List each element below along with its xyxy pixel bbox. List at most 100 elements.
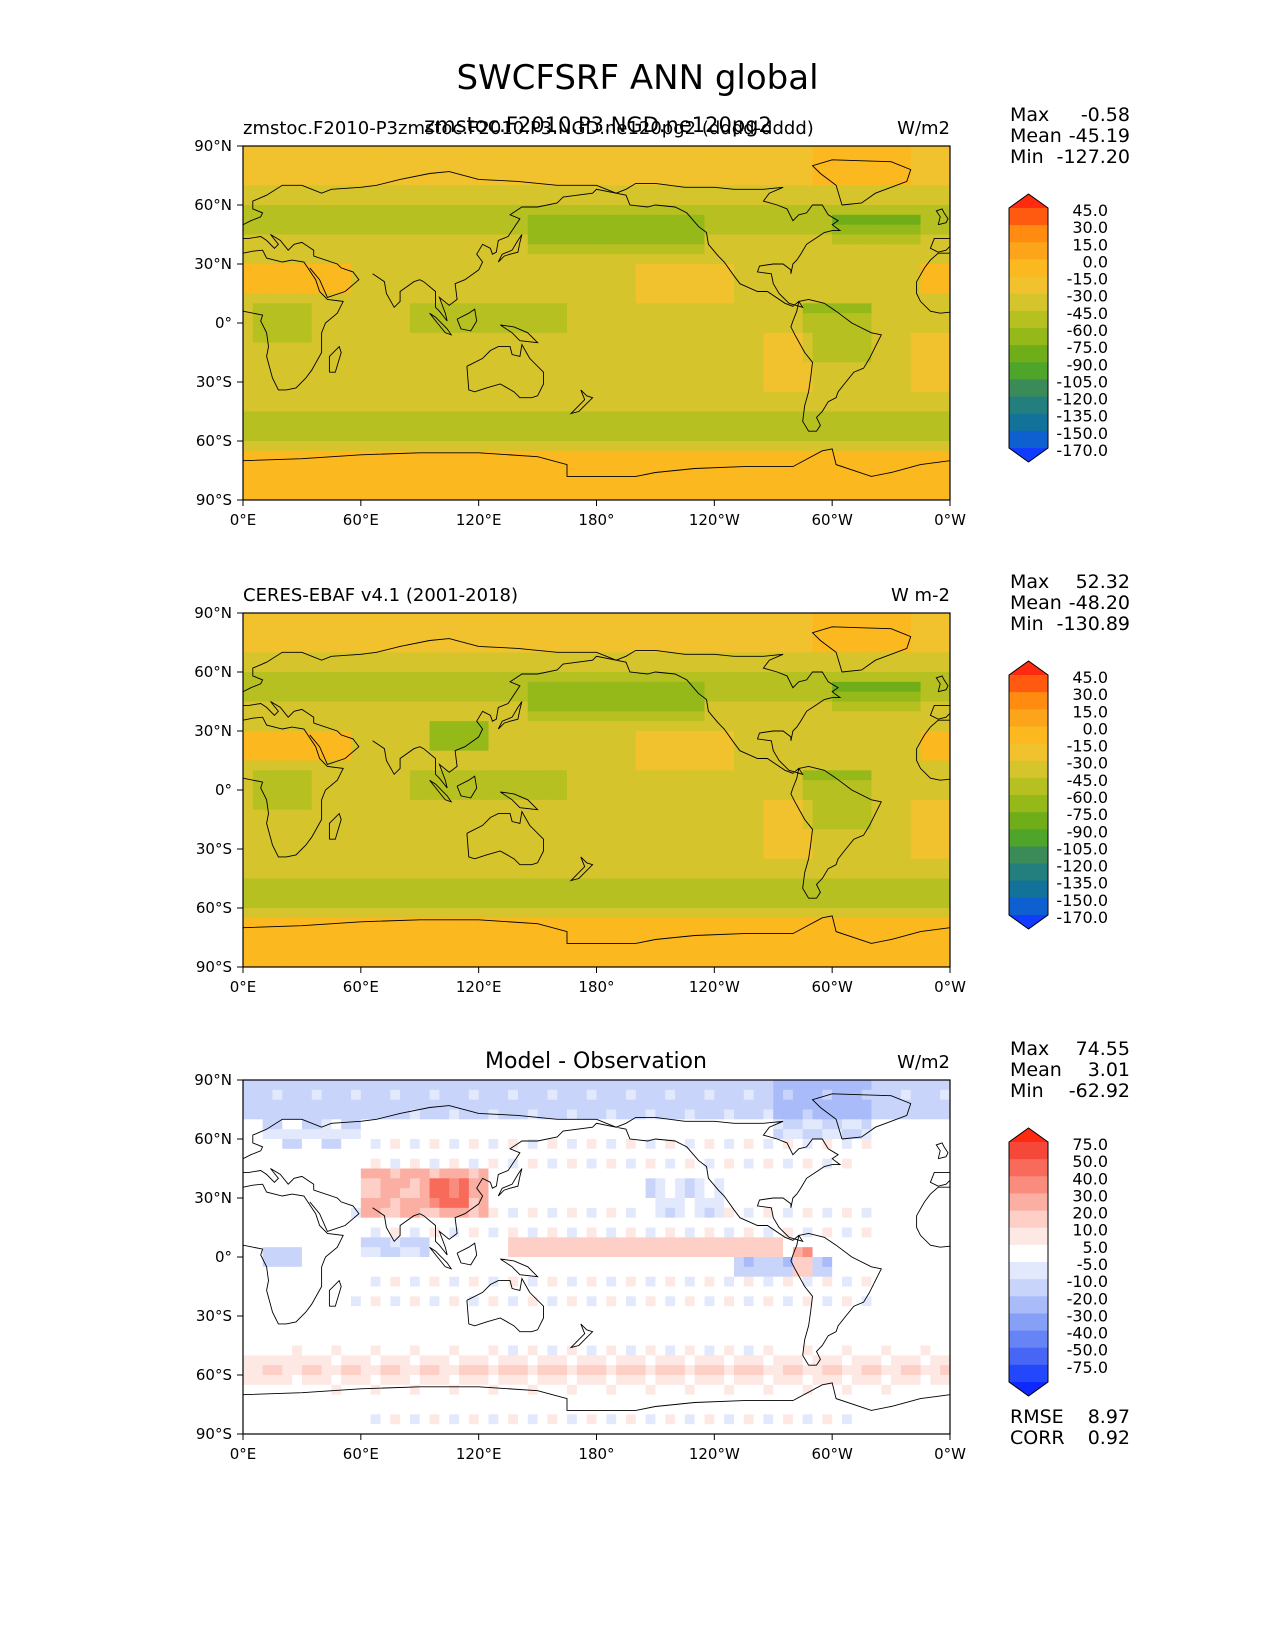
field-cell bbox=[262, 740, 274, 752]
field-cell bbox=[400, 711, 411, 722]
field-cell bbox=[900, 613, 912, 624]
field-cell bbox=[822, 254, 833, 265]
field-cell bbox=[812, 721, 823, 732]
field-cell bbox=[753, 323, 765, 334]
field-cell bbox=[792, 613, 804, 624]
field-cell bbox=[282, 323, 293, 334]
field-cell bbox=[655, 849, 666, 860]
field-cell bbox=[871, 205, 882, 216]
field-cell bbox=[822, 672, 833, 683]
field-cell bbox=[655, 342, 666, 354]
field-cell bbox=[792, 273, 804, 285]
field-cell bbox=[400, 480, 411, 491]
field-cell bbox=[409, 652, 421, 663]
field-cell bbox=[812, 790, 823, 801]
field-cell bbox=[498, 672, 509, 683]
field-cell bbox=[331, 750, 342, 762]
field-cell bbox=[586, 332, 598, 344]
field-cell bbox=[400, 273, 411, 285]
field-cell bbox=[567, 868, 578, 880]
field-cell bbox=[557, 372, 568, 383]
field-cell bbox=[822, 421, 833, 432]
field-cell bbox=[272, 780, 283, 791]
field-cell bbox=[360, 917, 372, 929]
field-cell bbox=[625, 362, 637, 373]
field-cell bbox=[881, 681, 892, 693]
field-cell bbox=[832, 323, 843, 334]
field-cell bbox=[468, 721, 480, 732]
field-cell bbox=[586, 411, 598, 422]
field-cell bbox=[517, 342, 529, 354]
field-cell bbox=[262, 701, 274, 712]
field-cell bbox=[832, 234, 843, 245]
field-cell bbox=[684, 224, 696, 236]
field-cell bbox=[282, 622, 293, 634]
field-cell bbox=[930, 450, 941, 462]
field-cell bbox=[360, 303, 372, 314]
field-cell bbox=[645, 701, 657, 712]
field-cell bbox=[527, 273, 539, 285]
field-cell bbox=[841, 441, 853, 452]
field-cell bbox=[645, 908, 657, 919]
field-cell bbox=[694, 283, 706, 295]
field-cell bbox=[606, 303, 617, 314]
field-cell bbox=[292, 622, 303, 634]
field-cell bbox=[557, 809, 568, 821]
field-cell bbox=[508, 146, 519, 157]
field-cell bbox=[694, 244, 706, 255]
field-cell bbox=[321, 382, 332, 393]
field-cell bbox=[684, 490, 696, 500]
field-cell bbox=[586, 770, 598, 781]
field-cell bbox=[400, 332, 411, 344]
field-cell bbox=[616, 642, 627, 653]
field-cell bbox=[940, 352, 950, 363]
field-cell bbox=[576, 480, 588, 491]
field-cell bbox=[567, 613, 578, 624]
field-cell bbox=[675, 701, 686, 712]
field-cell bbox=[292, 681, 303, 693]
field-cell bbox=[733, 750, 745, 762]
field-cell bbox=[684, 819, 696, 830]
field-cell bbox=[812, 323, 823, 334]
field-cell bbox=[341, 441, 352, 452]
field-cell bbox=[252, 731, 264, 742]
field-cell bbox=[616, 264, 627, 275]
field-cell bbox=[665, 701, 676, 712]
field-cell bbox=[576, 470, 588, 481]
field-cell bbox=[468, 490, 480, 500]
field-cell bbox=[684, 622, 696, 634]
field-cell bbox=[724, 254, 735, 265]
field-cell bbox=[517, 421, 529, 432]
field-cell bbox=[812, 303, 823, 314]
field-cell bbox=[665, 760, 676, 771]
field-cell bbox=[498, 342, 509, 354]
field-cell bbox=[773, 234, 784, 245]
field-cell bbox=[832, 195, 843, 206]
field-cell bbox=[704, 431, 715, 442]
field-cell bbox=[547, 411, 558, 422]
field-cell bbox=[468, 372, 480, 383]
field-cell bbox=[576, 681, 588, 693]
field-cell bbox=[724, 313, 735, 324]
field-cell bbox=[655, 622, 666, 634]
field-cell bbox=[321, 829, 332, 840]
field-cell bbox=[940, 391, 950, 403]
field-cell bbox=[635, 849, 647, 860]
field-cell bbox=[694, 490, 706, 500]
field-cell bbox=[459, 711, 470, 722]
field-cell bbox=[733, 849, 745, 860]
field-cell bbox=[792, 372, 804, 383]
field-cell bbox=[733, 155, 745, 167]
field-cell bbox=[616, 662, 627, 673]
field-cell bbox=[743, 799, 755, 811]
field-cell bbox=[940, 672, 950, 683]
field-cell bbox=[557, 888, 568, 899]
field-cell bbox=[390, 450, 401, 462]
field-cell bbox=[920, 431, 931, 442]
field-cell bbox=[822, 740, 833, 752]
field-cell bbox=[292, 431, 303, 442]
field-cell bbox=[557, 352, 568, 363]
field-cell bbox=[635, 642, 647, 653]
field-cell bbox=[400, 908, 411, 919]
field-cell bbox=[262, 927, 274, 939]
